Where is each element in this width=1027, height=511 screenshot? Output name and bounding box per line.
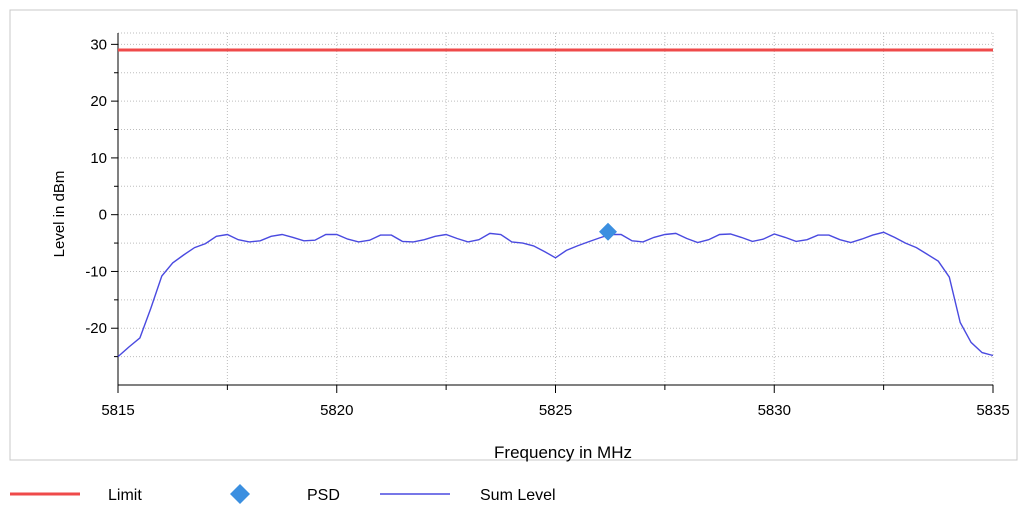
x-tick-label: 5815 (101, 402, 134, 419)
legend: Limit PSD Sum Level (10, 484, 556, 504)
x-tick-label: 5835 (976, 402, 1009, 419)
x-axis-title: Frequency in MHz (494, 443, 632, 462)
x-tick-label: 5830 (758, 402, 791, 419)
x-tick-label: 5825 (539, 402, 572, 419)
legend-sum-level-label: Sum Level (480, 487, 556, 504)
axis-layer (111, 33, 994, 393)
y-tick-label: 0 (99, 207, 107, 224)
y-axis-title: Level in dBm (51, 171, 68, 258)
tick-label-layer: -20 -10 0 10 20 30 5815 5820 5825 5830 5835 (85, 36, 1009, 419)
psd-marker (599, 222, 617, 241)
legend-psd-swatch (230, 484, 250, 504)
y-tick-label: -20 (85, 320, 107, 337)
grid-layer (117, 32, 994, 385)
series-layer (117, 48, 994, 358)
y-tick-label: 10 (90, 150, 107, 167)
y-tick-label: 30 (90, 36, 107, 53)
x-tick-label: 5820 (320, 402, 353, 419)
legend-psd-label: PSD (307, 487, 340, 504)
y-tick-label: -10 (85, 263, 107, 280)
y-tick-label: 20 (90, 93, 107, 110)
chart-panel (9, 9, 1018, 461)
sum-level-line (117, 231, 994, 358)
legend-limit-label: Limit (108, 487, 142, 504)
